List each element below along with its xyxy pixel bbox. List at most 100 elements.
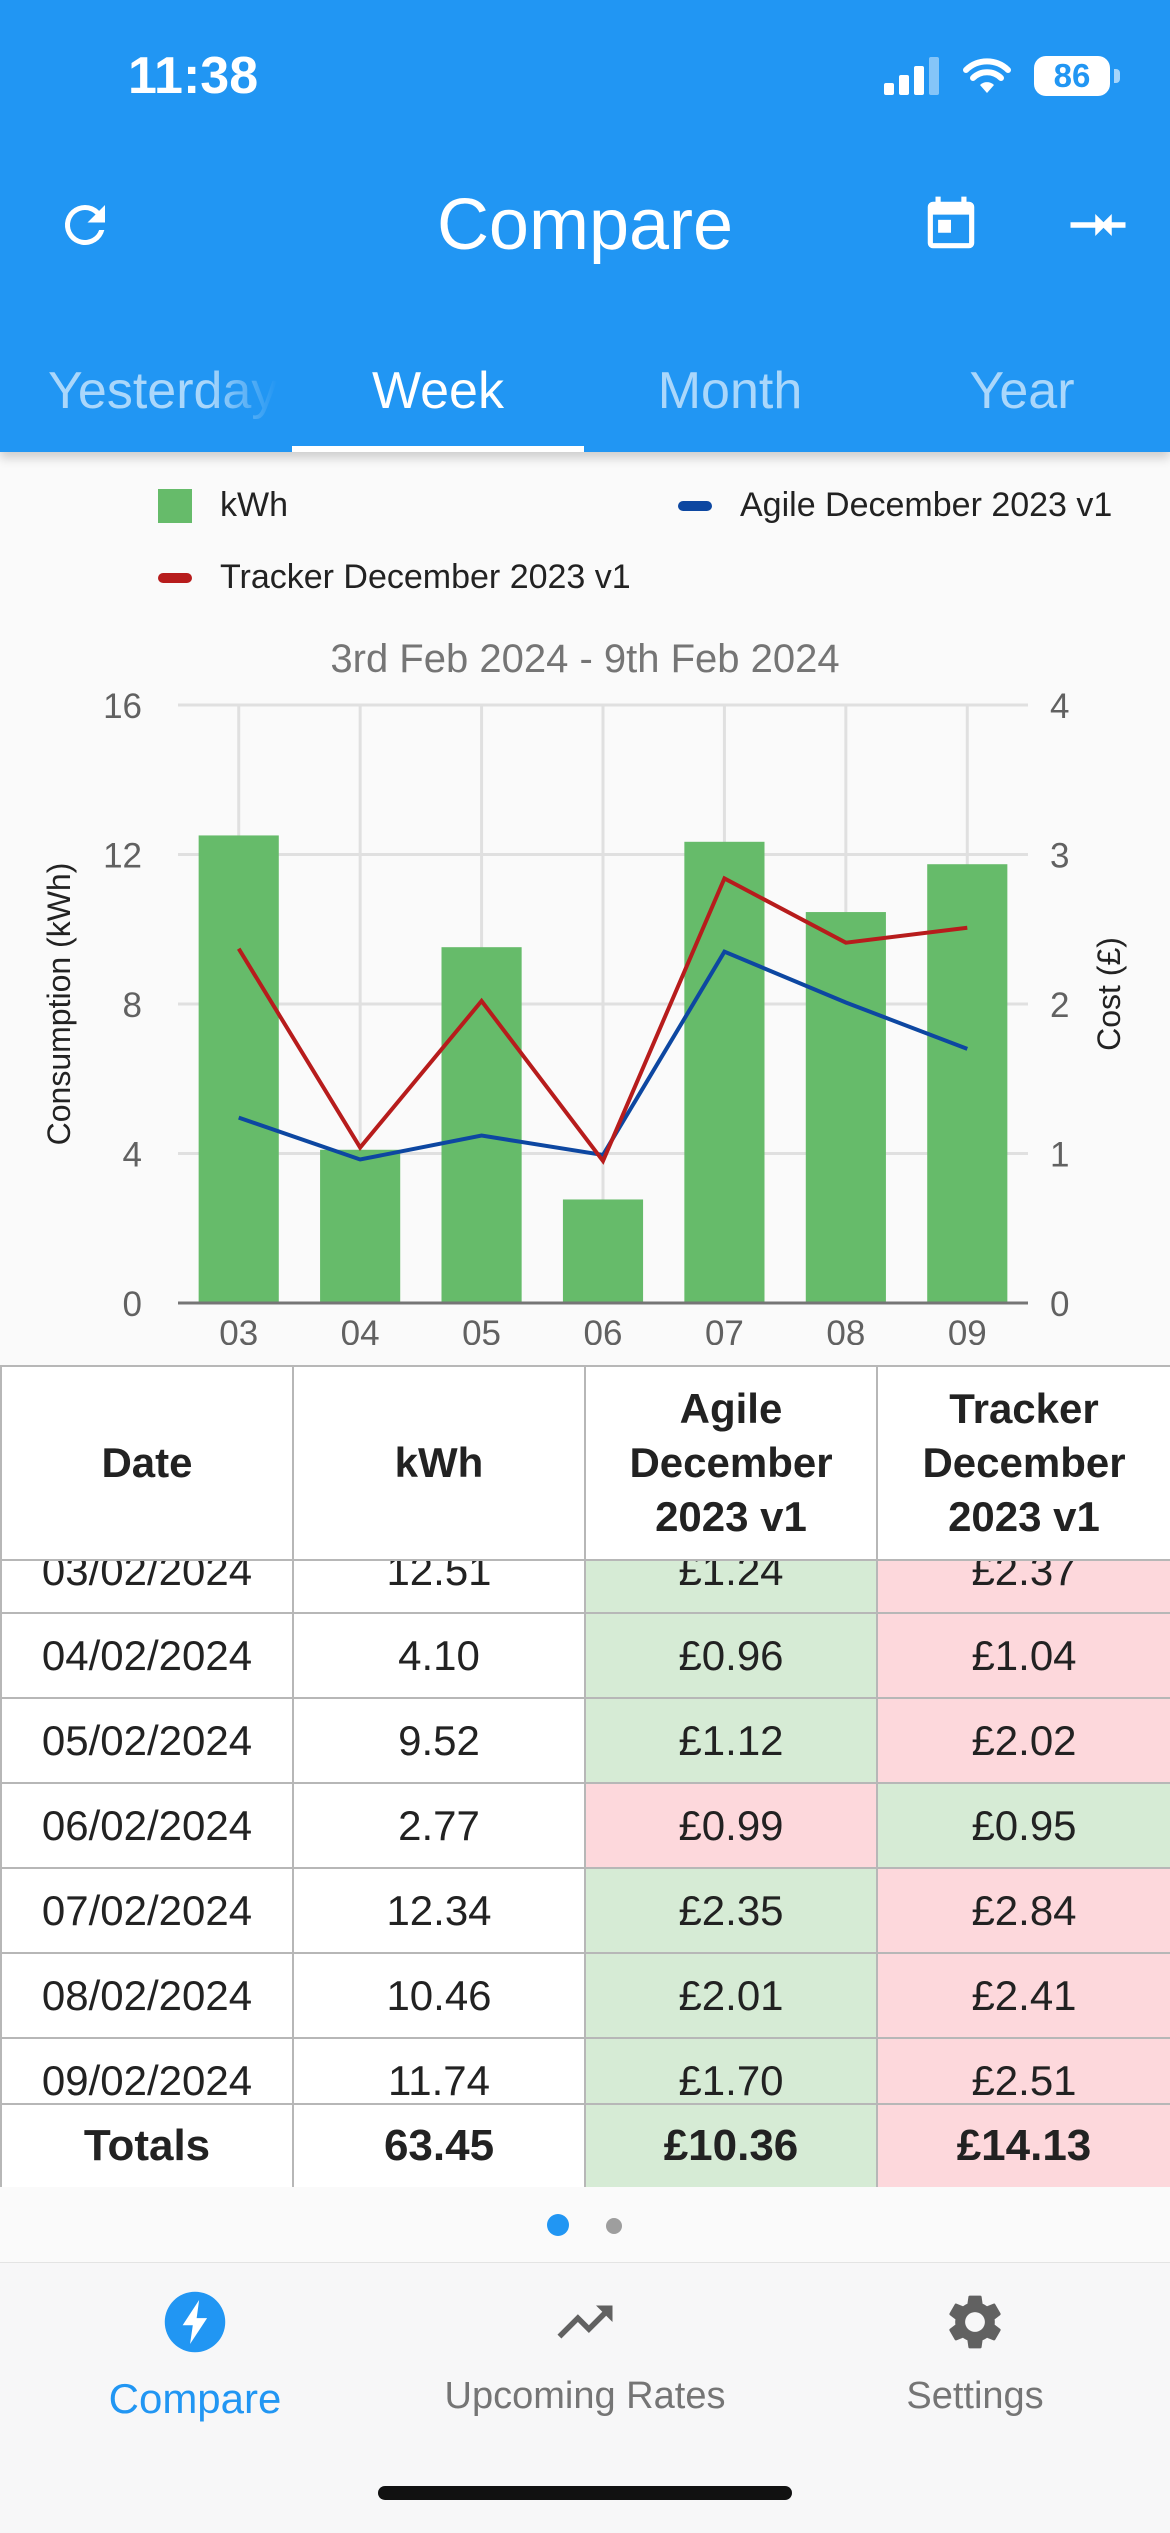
cell-kwh: 2.77 <box>292 1782 586 1869</box>
bar-kwh <box>562 1199 644 1303</box>
nav-item-compare[interactable]: Compare <box>0 2263 390 2489</box>
cell-kwh: 9.52 <box>292 1697 586 1784</box>
y2-axis-label: Cost (£) <box>1091 937 1127 1051</box>
y2-tick-label: 0 <box>1050 1285 1069 1324</box>
cell-tracker: £0.95 <box>876 1782 1170 1869</box>
page-title: Compare <box>436 185 734 265</box>
bar-kwh <box>684 841 765 1303</box>
cell-tracker: £2.02 <box>876 1697 1170 1784</box>
y2-tick-label: 4 <box>1050 687 1069 726</box>
gear-icon <box>949 2295 1001 2349</box>
cell-agile: £2.01 <box>584 1952 878 2039</box>
calendar-icon <box>927 196 975 249</box>
nav-item-settings[interactable]: Settings <box>780 2263 1170 2489</box>
trending-up-icon <box>557 2305 613 2339</box>
chart-title: 3rd Feb 2024 - 9th Feb 2024 <box>330 637 839 681</box>
tab-month-label: Month <box>657 362 803 420</box>
legend-item-kwh[interactable]: kWh <box>158 486 288 525</box>
legend-item-tracker[interactable]: Tracker December 2023 v1 <box>158 558 631 597</box>
nav-label-compare: Compare <box>108 2375 282 2422</box>
tab-yesterday[interactable]: Yesterday <box>0 330 292 452</box>
bar-kwh <box>927 864 1008 1303</box>
totals-tracker: £14.13 <box>876 2103 1170 2187</box>
y-tick-label: 4 <box>123 1136 142 1175</box>
consumption-cost-chart: 3rd Feb 2024 - 9th Feb 20240481216012340… <box>41 637 1127 1345</box>
page-indicator <box>0 2212 1170 2238</box>
cell-date: 06/02/2024 <box>0 1782 294 1869</box>
lightning-icon <box>164 2291 226 2353</box>
header-tracker: Tracker December 2023 v1 <box>876 1365 1170 1561</box>
cell-date: 08/02/2024 <box>0 1952 294 2039</box>
table-row: 05/02/2024 9.52 £1.12 £2.02 <box>0 1697 1170 1784</box>
comparison-table: 03/02/2024 12.51 £1.24 £2.37 04/02/2024 4.10 £… <box>0 1365 1170 2187</box>
x-tick-label: 07 <box>705 1314 744 1345</box>
cell-agile: £1.12 <box>584 1697 878 1784</box>
status-icons: 86 <box>884 54 1120 98</box>
y-tick-label: 16 <box>103 687 142 726</box>
cell-agile: £2.35 <box>584 1867 878 1954</box>
y-axis-label: Consumption (kWh) <box>41 863 77 1146</box>
cell-kwh: 12.34 <box>292 1867 586 1954</box>
legend-swatch-agile <box>678 500 712 511</box>
bar-kwh <box>805 912 886 1303</box>
cell-date: 05/02/2024 <box>0 1697 294 1784</box>
x-tick-label: 06 <box>584 1314 623 1345</box>
x-tick-label: 04 <box>341 1314 380 1345</box>
compare-toggle-button[interactable] <box>1060 190 1136 260</box>
x-tick-label: 03 <box>219 1314 258 1345</box>
table-totals: Totals 63.45 £10.36 £14.13 <box>0 2103 1170 2187</box>
tab-week-label: Week <box>372 362 504 420</box>
legend-label-kwh: kWh <box>220 486 288 524</box>
y-tick-label: 0 <box>123 1285 142 1324</box>
cell-kwh: 4.10 <box>292 1612 586 1699</box>
table-body: 03/02/2024 12.51 £1.24 £2.37 04/02/2024 4.10 £… <box>0 1527 1170 2124</box>
tab-year-label: Year <box>969 362 1075 420</box>
legend-label-tracker: Tracker December 2023 v1 <box>220 558 631 596</box>
legend-swatch-tracker <box>158 572 192 583</box>
tab-month[interactable]: Month <box>584 330 876 452</box>
totals-agile: £10.36 <box>584 2103 878 2187</box>
bar-kwh <box>320 1149 401 1303</box>
bar-kwh <box>198 835 279 1303</box>
tab-indicator <box>292 446 584 452</box>
y2-tick-label: 1 <box>1050 1136 1069 1175</box>
table-row: 04/02/2024 4.10 £0.96 £1.04 <box>0 1612 1170 1699</box>
cell-tracker: £1.04 <box>876 1612 1170 1699</box>
x-tick-label: 05 <box>462 1314 501 1345</box>
cell-agile: £0.99 <box>584 1782 878 1869</box>
cell-date: 04/02/2024 <box>0 1612 294 1699</box>
x-tick-label: 08 <box>826 1314 865 1345</box>
nav-label-settings: Settings <box>906 2375 1044 2417</box>
app-header: 11:38 86 Compare Yes <box>0 0 1170 452</box>
y-tick-label: 12 <box>103 837 142 876</box>
cell-kwh: 10.46 <box>292 1952 586 2039</box>
cell-tracker: £2.41 <box>876 1952 1170 2039</box>
totals-label: Totals <box>0 2103 294 2187</box>
cell-date: 07/02/2024 <box>0 1867 294 1954</box>
battery-indicator: 86 <box>1034 56 1120 96</box>
period-tabs: Yesterday Week Month Year <box>0 330 1170 452</box>
header-kwh: kWh <box>292 1365 586 1561</box>
header-date: Date <box>0 1365 294 1561</box>
x-tick-label: 09 <box>948 1314 987 1345</box>
bar-kwh <box>441 947 522 1303</box>
tab-week[interactable]: Week <box>292 330 584 452</box>
table-row: 07/02/2024 12.34 £2.35 £2.84 <box>0 1867 1170 1954</box>
status-time: 11:38 <box>128 47 259 105</box>
tab-year[interactable]: Year <box>876 330 1168 452</box>
table-row: 06/02/2024 2.77 £0.99 £0.95 <box>0 1782 1170 1869</box>
cellular-signal-icon <box>884 57 939 95</box>
y2-tick-label: 3 <box>1050 837 1069 876</box>
wifi-icon <box>963 58 1011 93</box>
legend-item-agile[interactable]: Agile December 2023 v1 <box>678 486 1112 525</box>
date-picker-button[interactable] <box>916 190 986 260</box>
table-row: 08/02/2024 10.46 £2.01 £2.41 <box>0 1952 1170 2039</box>
header-agile: Agile December 2023 v1 <box>584 1365 878 1561</box>
tab-yesterday-label: Yesterday <box>48 362 278 420</box>
cell-agile: £0.96 <box>584 1612 878 1699</box>
page-dot-active[interactable] <box>547 2214 569 2236</box>
page-dot[interactable] <box>606 2218 622 2234</box>
nav-item-upcoming-rates[interactable]: Upcoming Rates <box>390 2263 780 2489</box>
bottom-navigation: Compare Upcoming Rates Settings <box>0 2262 1170 2533</box>
cell-tracker: £2.84 <box>876 1867 1170 1954</box>
